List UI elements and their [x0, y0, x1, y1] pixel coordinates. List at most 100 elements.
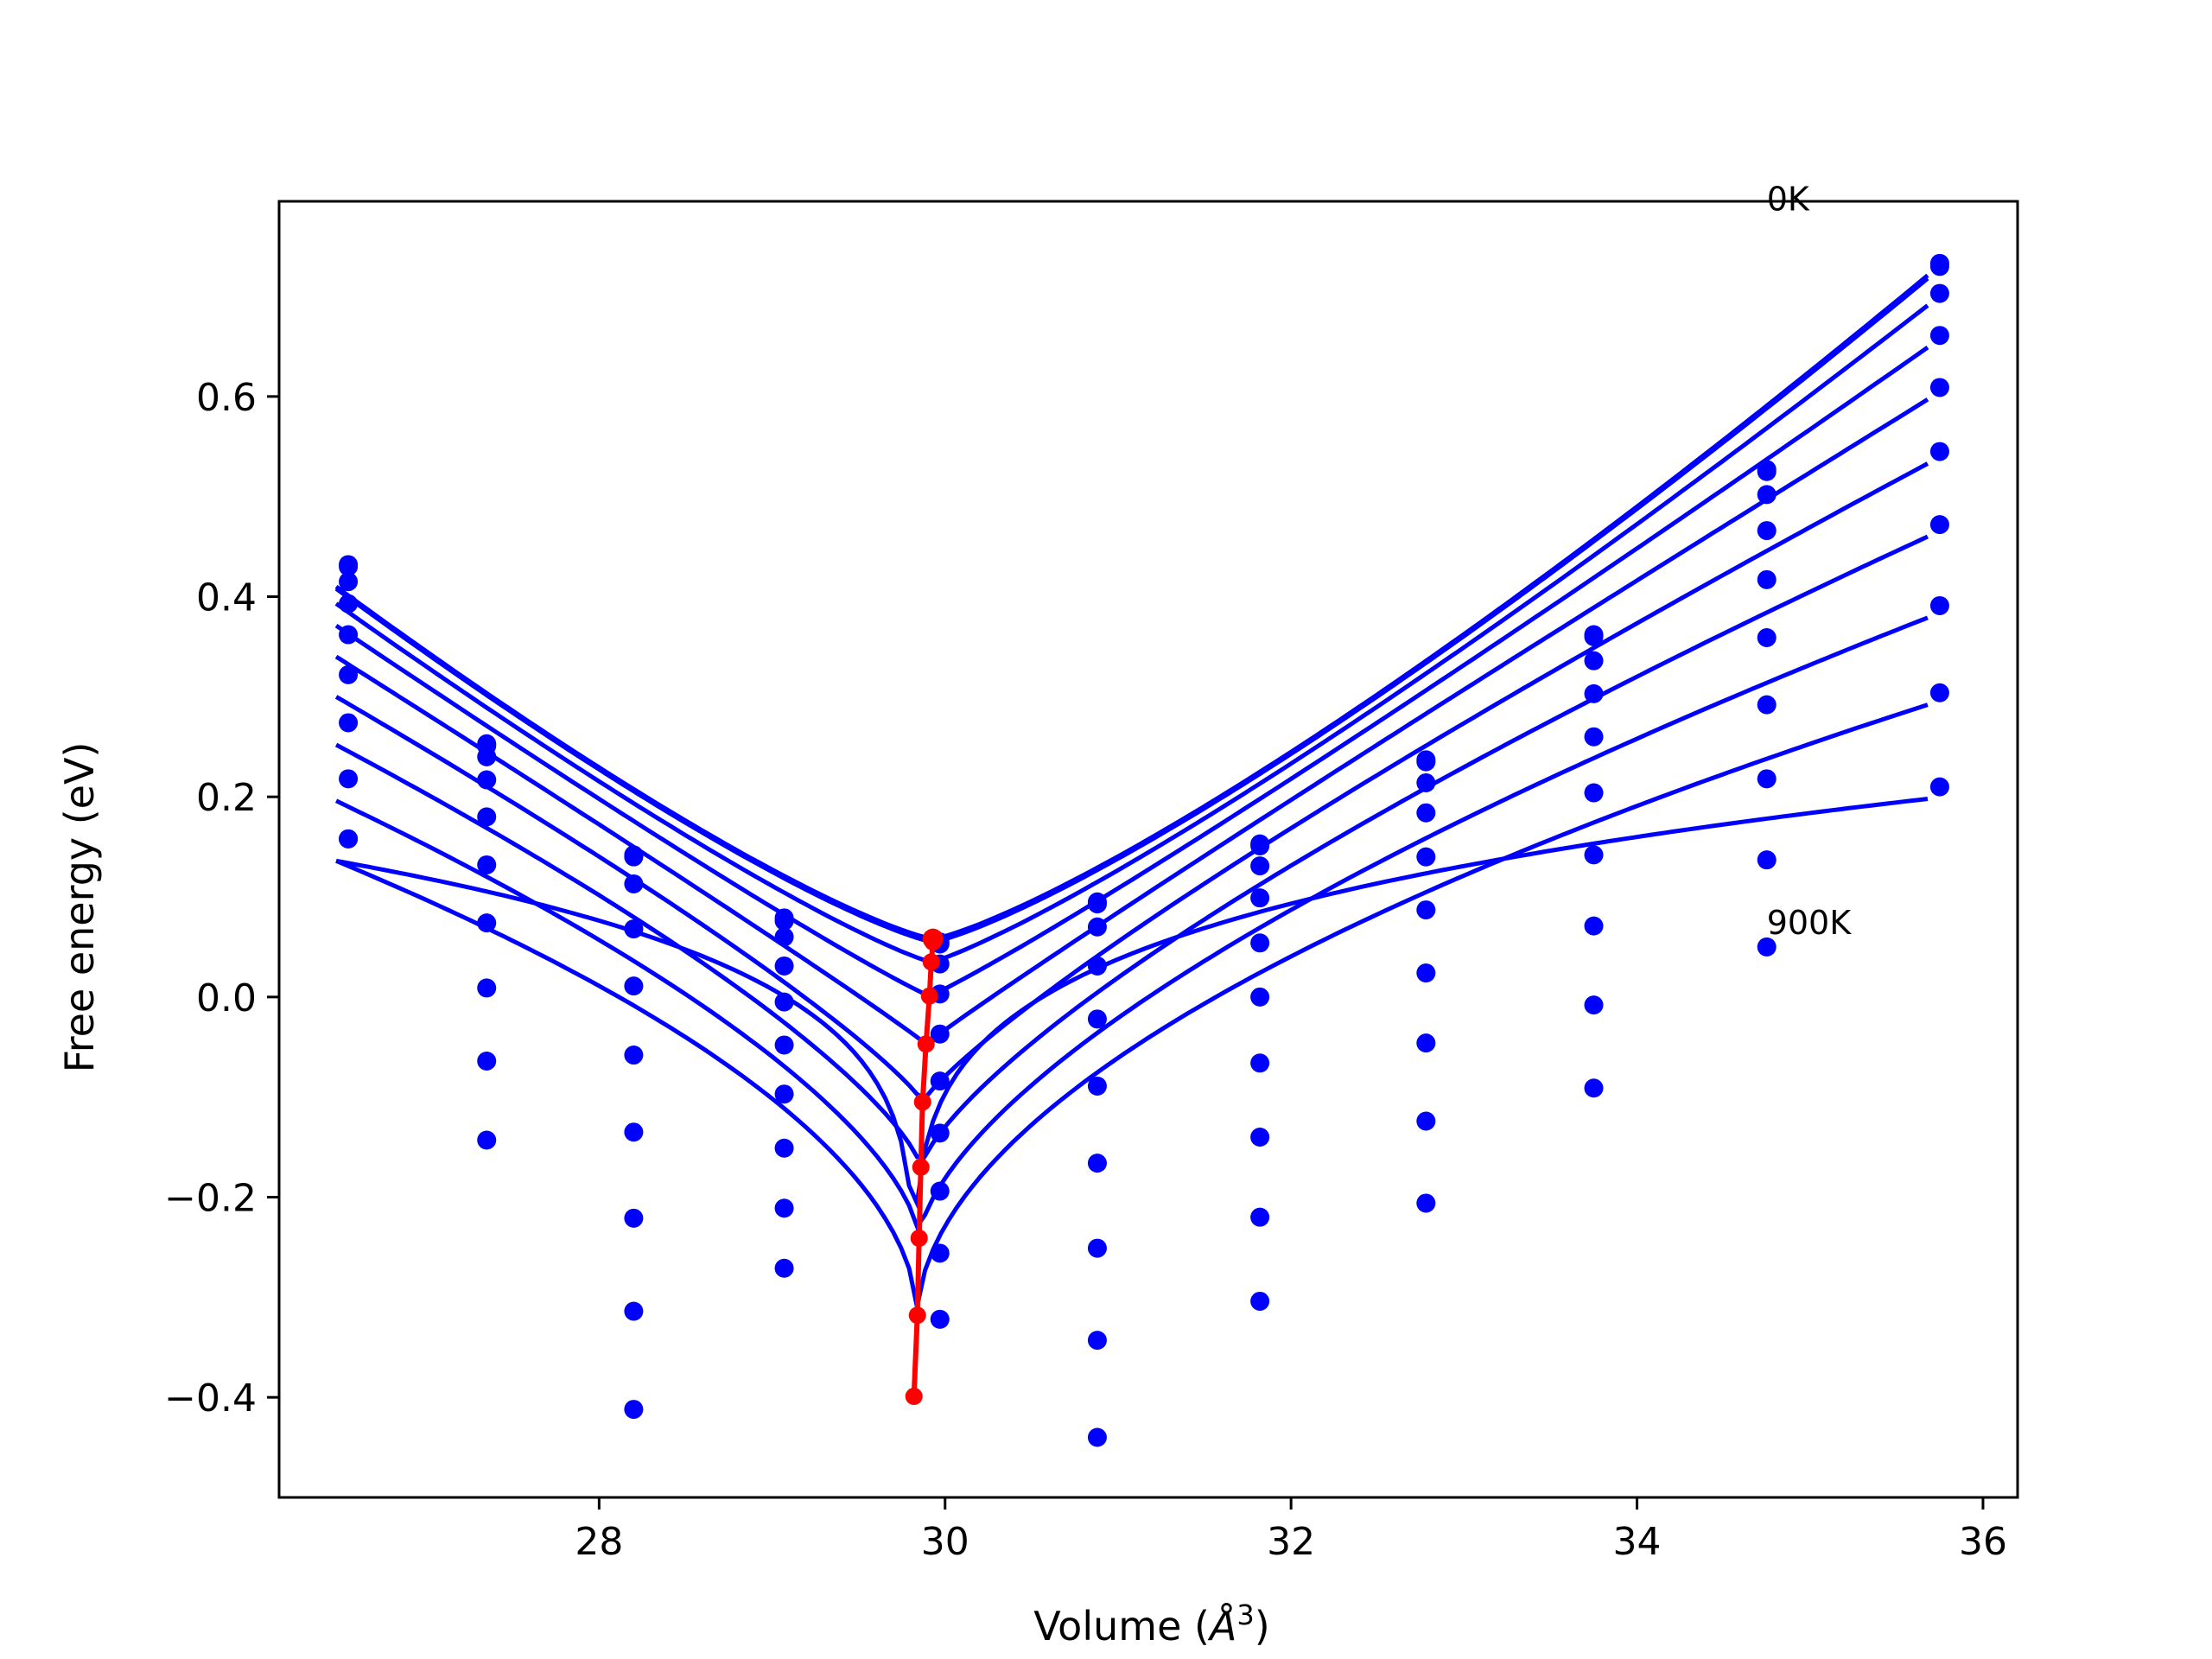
data-point-800K: [930, 1243, 950, 1263]
data-point-500K: [1757, 628, 1777, 648]
minimum-point-600K: [912, 1158, 930, 1176]
data-point-800K: [477, 1051, 497, 1071]
data-point-700K: [930, 1181, 950, 1201]
data-point-700K: [339, 769, 359, 789]
fit-curve-700K: [335, 615, 1929, 1231]
x-axis-label-superscript: 3: [1236, 1599, 1254, 1631]
data-point-500K: [477, 855, 497, 874]
data-point-400K: [624, 976, 644, 996]
fit-curve-800K: [335, 702, 1929, 1307]
data-point-300K: [477, 770, 497, 790]
data-point-700K: [774, 1138, 794, 1158]
data-point-300K: [624, 919, 644, 939]
data-point-800K: [624, 1301, 644, 1321]
data-point-300K: [1416, 803, 1436, 823]
y-tick-label: 0.4: [196, 576, 257, 620]
y-tick-label: 0.6: [196, 376, 257, 420]
data-point-100K: [1250, 836, 1270, 855]
data-point-100K: [624, 847, 644, 867]
data-point-900K: [477, 1130, 497, 1150]
x-tick-label: 30: [921, 1520, 969, 1564]
curve-annotations: 0K 900K: [1767, 181, 1853, 942]
data-point-200K: [774, 927, 794, 947]
x-tick-label: 28: [575, 1520, 623, 1564]
x-axis-label-suffix: ): [1255, 1603, 1270, 1649]
fit-curve-400K: [334, 397, 1929, 1046]
fit-curve-600K: [334, 534, 1929, 1160]
minimum-point-200K: [922, 953, 940, 971]
data-point-200K: [339, 572, 359, 592]
data-point-600K: [1087, 1154, 1107, 1173]
data-point-800K: [1584, 995, 1604, 1015]
data-point-100K: [1416, 752, 1436, 772]
data-point-400K: [1087, 1009, 1107, 1029]
minima-line: [905, 928, 944, 1406]
x-tick-label: 32: [1267, 1520, 1315, 1564]
data-point-600K: [1929, 515, 1949, 535]
data-point-700K: [1584, 916, 1604, 936]
data-point-900K: [1250, 1291, 1270, 1311]
plot-frame: [277, 200, 2019, 1499]
data-point-200K: [1416, 772, 1436, 792]
data-point-700K: [1087, 1238, 1107, 1258]
data-point-700K: [1250, 1128, 1270, 1147]
data-points: [339, 253, 1949, 1447]
data-point-800K: [1416, 1111, 1436, 1131]
data-point-300K: [1929, 326, 1949, 346]
data-point-600K: [1757, 695, 1777, 715]
minimum-point-100K: [924, 933, 942, 951]
data-point-600K: [624, 1122, 644, 1142]
data-point-200K: [1087, 917, 1107, 937]
data-point-300K: [774, 956, 794, 976]
minimum-point-500K: [913, 1093, 931, 1111]
data-point-400K: [774, 992, 794, 1012]
data-point-900K: [1584, 1078, 1604, 1098]
x-axis-ticks: 28 30 32 34 36: [575, 1497, 2007, 1564]
data-point-600K: [1416, 963, 1436, 983]
data-point-900K: [930, 1309, 950, 1329]
data-point-200K: [1929, 283, 1949, 303]
data-point-500K: [339, 664, 359, 684]
x-axis-label-prefix: Volume (: [1033, 1603, 1210, 1649]
data-point-400K: [1250, 933, 1270, 953]
data-point-900K: [1416, 1193, 1436, 1213]
data-point-400K: [1584, 727, 1604, 747]
y-tick-label: −0.2: [164, 1177, 257, 1221]
data-point-600K: [339, 713, 359, 733]
data-point-700K: [477, 978, 497, 998]
data-point-600K: [930, 1123, 950, 1143]
data-point-400K: [1416, 847, 1436, 867]
data-point-500K: [1584, 783, 1604, 803]
fit-curve-500K: [334, 461, 1929, 1102]
data-point-400K: [930, 1024, 950, 1044]
data-point-400K: [1757, 569, 1777, 589]
data-point-500K: [1416, 900, 1436, 920]
y-axis-label: Free energy (eV): [56, 742, 103, 1073]
data-point-400K: [339, 625, 359, 645]
data-point-900K: [1757, 937, 1777, 957]
minimum-point-300K: [920, 987, 938, 1005]
data-point-200K: [477, 747, 497, 766]
minima-trend-line: [911, 938, 936, 1397]
data-point-300K: [1087, 956, 1107, 976]
fit-curve-900K: [335, 797, 1929, 1211]
data-point-300K: [339, 594, 359, 613]
data-point-800K: [1087, 1331, 1107, 1351]
data-point-100K: [1584, 626, 1604, 646]
data-point-500K: [624, 1046, 644, 1065]
data-point-900K: [1929, 777, 1949, 797]
data-point-300K: [1757, 521, 1777, 541]
y-tick-label: −0.4: [164, 1376, 257, 1421]
data-point-600K: [477, 913, 497, 933]
data-point-800K: [1929, 683, 1949, 702]
data-point-500K: [774, 1035, 794, 1055]
data-point-900K: [1087, 1427, 1107, 1447]
y-tick-label: 0.2: [196, 776, 257, 820]
minimum-point-400K: [917, 1035, 935, 1053]
fit-curves: [334, 273, 1929, 1307]
data-point-200K: [1250, 856, 1270, 876]
fit-curve-300K: [334, 346, 1929, 997]
data-point-400K: [477, 807, 497, 827]
data-point-800K: [1757, 850, 1777, 870]
